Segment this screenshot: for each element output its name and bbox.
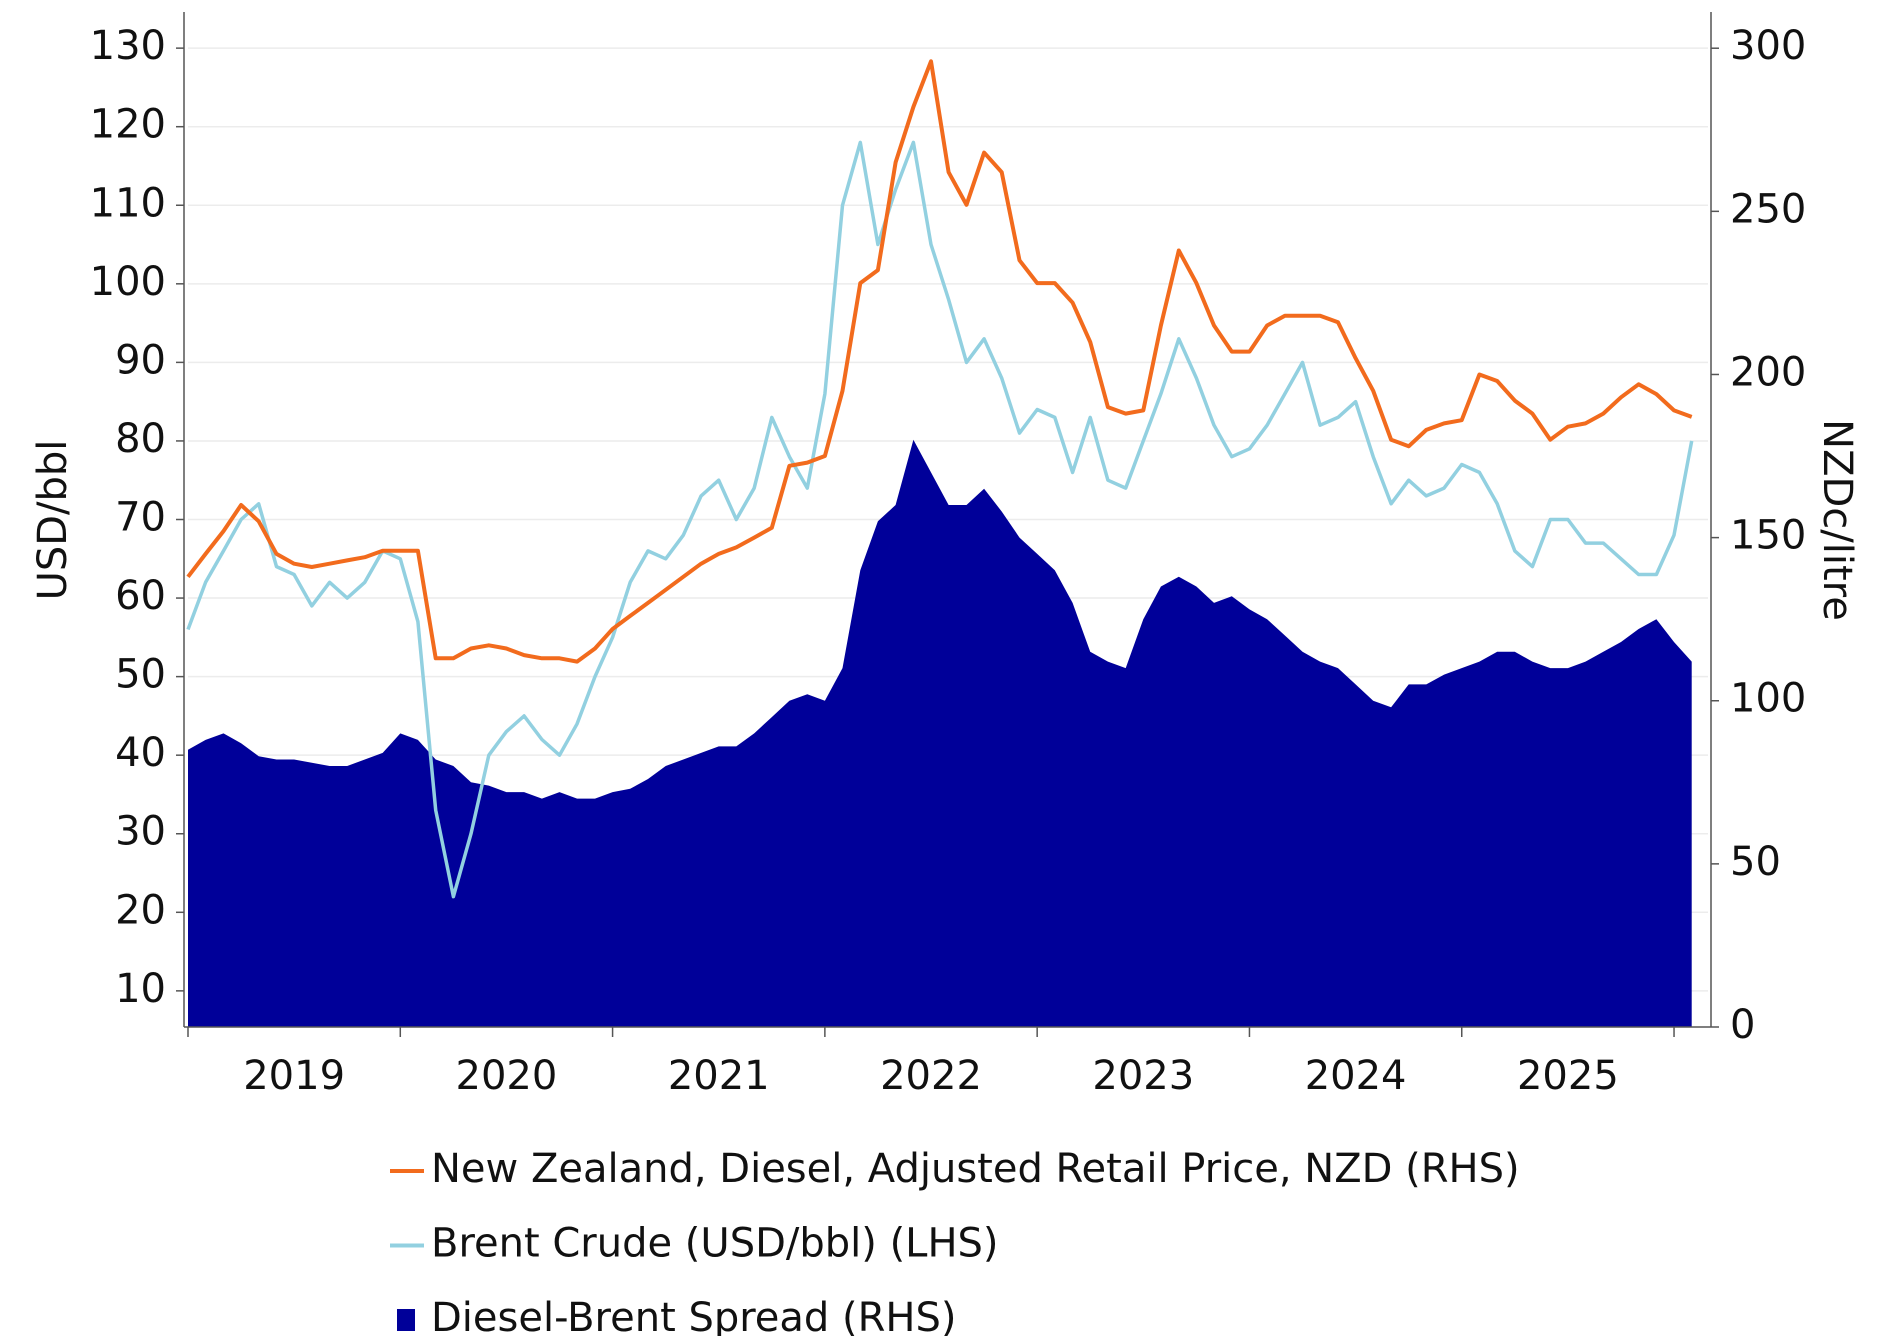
y-tick-label: 60	[115, 573, 166, 619]
y-tick-label: 30	[115, 809, 166, 855]
x-tick-label: 2019	[243, 1053, 345, 1099]
legend-label: Diesel-Brent Spread (RHS)	[431, 1295, 957, 1336]
y-tick-label: 40	[115, 730, 166, 776]
x-tick-label: 2022	[880, 1053, 982, 1099]
y-tick-label: 10	[115, 966, 166, 1012]
y2-tick-label: 250	[1730, 186, 1806, 232]
y-tick-label: 90	[115, 337, 166, 383]
legend-label: Brent Crude (USD/bbl) (LHS)	[431, 1221, 999, 1267]
y-tick-label: 70	[115, 495, 166, 541]
y-tick-label: 20	[115, 887, 166, 933]
y-tick-label: 100	[90, 259, 166, 305]
area	[188, 439, 1692, 1027]
y2-tick-label: 150	[1730, 513, 1806, 559]
x-tick-label: 2023	[1092, 1053, 1194, 1099]
y2-tick-label: 0	[1730, 1002, 1755, 1048]
line	[186, 140, 1694, 899]
legend-label: New Zealand, Diesel, Adjusted Retail Pri…	[431, 1146, 1520, 1192]
line	[186, 59, 1693, 664]
y-tick-label: 80	[115, 416, 166, 462]
x-tick-label: 2024	[1305, 1053, 1407, 1099]
legend-swatch	[397, 1309, 415, 1331]
y2-tick-label: 50	[1730, 839, 1781, 885]
y-tick-label: 130	[90, 23, 166, 69]
y-tick-label: 50	[115, 652, 166, 698]
y2-tick-label: 100	[1730, 676, 1806, 722]
y-axis-title: USD/bbl	[30, 440, 76, 601]
y2-tick-label: 200	[1730, 349, 1806, 395]
x-tick-label: 2020	[456, 1053, 558, 1099]
y-tick-label: 110	[90, 180, 166, 226]
x-tick-label: 2025	[1517, 1053, 1619, 1099]
y2-axis-title: NZDc/litre	[1814, 419, 1860, 621]
x-tick-label: 2021	[668, 1053, 770, 1099]
y2-tick-label: 300	[1730, 23, 1806, 69]
y-tick-label: 120	[90, 102, 166, 148]
